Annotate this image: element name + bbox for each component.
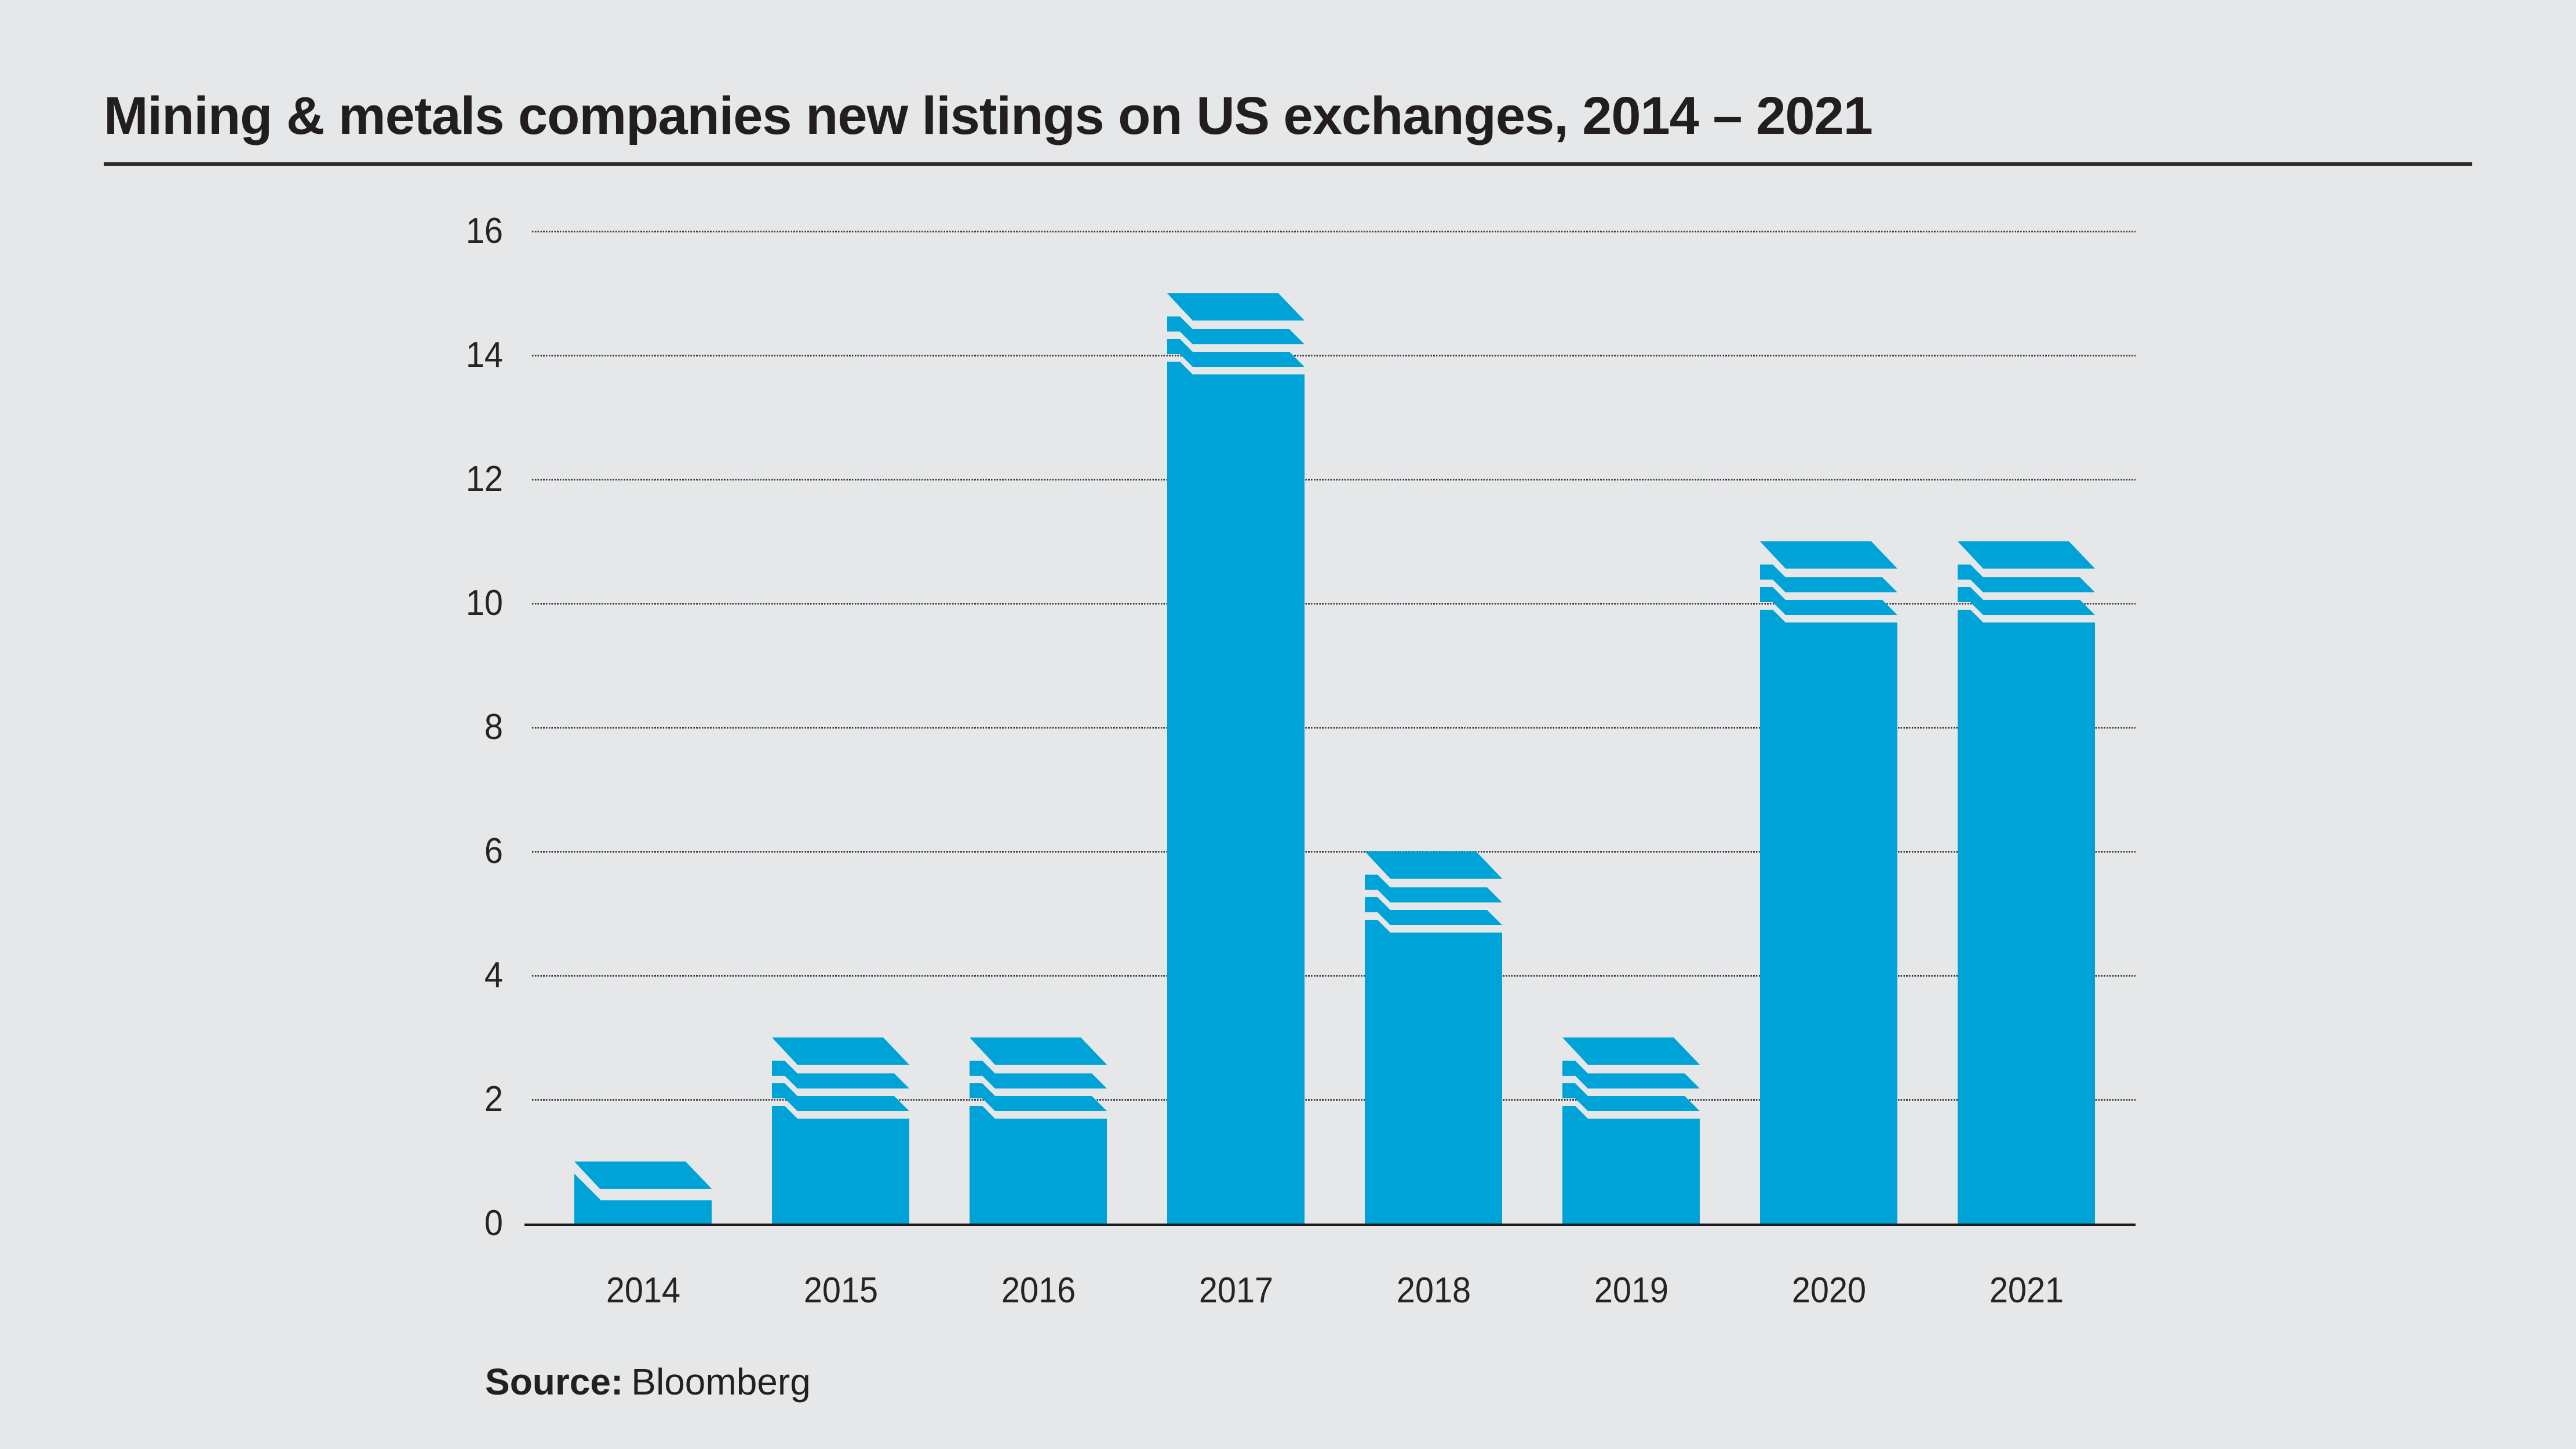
x-axis-category-label-2017: 2017 [1198,1270,1274,1310]
y-axis-tick-label-10: 10 [465,583,503,623]
source-line: Source: Bloomberg [485,1363,811,1400]
y-axis-tick-label-12: 12 [465,459,503,499]
x-axis-category-label-2015: 2015 [803,1270,879,1310]
bar-2016 [970,1037,1107,1226]
bar-2014 [574,1162,712,1226]
bar-2018 [1365,851,1502,1226]
bar-2021 [1958,541,2095,1226]
x-axis-category-label-2014: 2014 [606,1270,681,1310]
y-axis-tick-label-14: 14 [465,335,503,375]
y-axis-tick-label-6: 6 [484,831,503,871]
x-axis-category-label-2021: 2021 [1989,1270,2064,1310]
x-axis-category-label-2019: 2019 [1594,1270,1669,1310]
source-value: Bloomberg [631,1361,811,1403]
source-label: Source: [485,1361,624,1403]
x-axis-category-label-2020: 2020 [1791,1270,1867,1310]
x-axis-category-label-2016: 2016 [1001,1270,1076,1310]
x-axis-category-label-2018: 2018 [1396,1270,1471,1310]
gridline-12 [532,478,2136,480]
gridline-16 [532,230,2136,232]
y-axis-tick-label-8: 8 [484,707,503,747]
title-divider [104,162,2472,166]
gridline-4 [532,974,2136,977]
gridline-6 [532,850,2136,853]
y-axis-tick-label-0: 0 [484,1203,503,1243]
gridline-14 [532,354,2136,356]
bar-2019 [1562,1037,1700,1226]
chart-title: Mining & metals companies new listings o… [104,86,1873,145]
x-axis-line [524,1224,2136,1226]
bar-2020 [1760,541,1897,1226]
y-axis-tick-label-4: 4 [484,955,503,995]
y-axis-tick-label-2: 2 [484,1079,503,1119]
bar-2017 [1167,293,1305,1226]
gridline-2 [532,1098,2136,1101]
gridline-10 [532,602,2136,605]
y-axis-tick-label-16: 16 [465,211,503,251]
gridline-8 [532,726,2136,729]
bar-2015 [772,1037,909,1226]
